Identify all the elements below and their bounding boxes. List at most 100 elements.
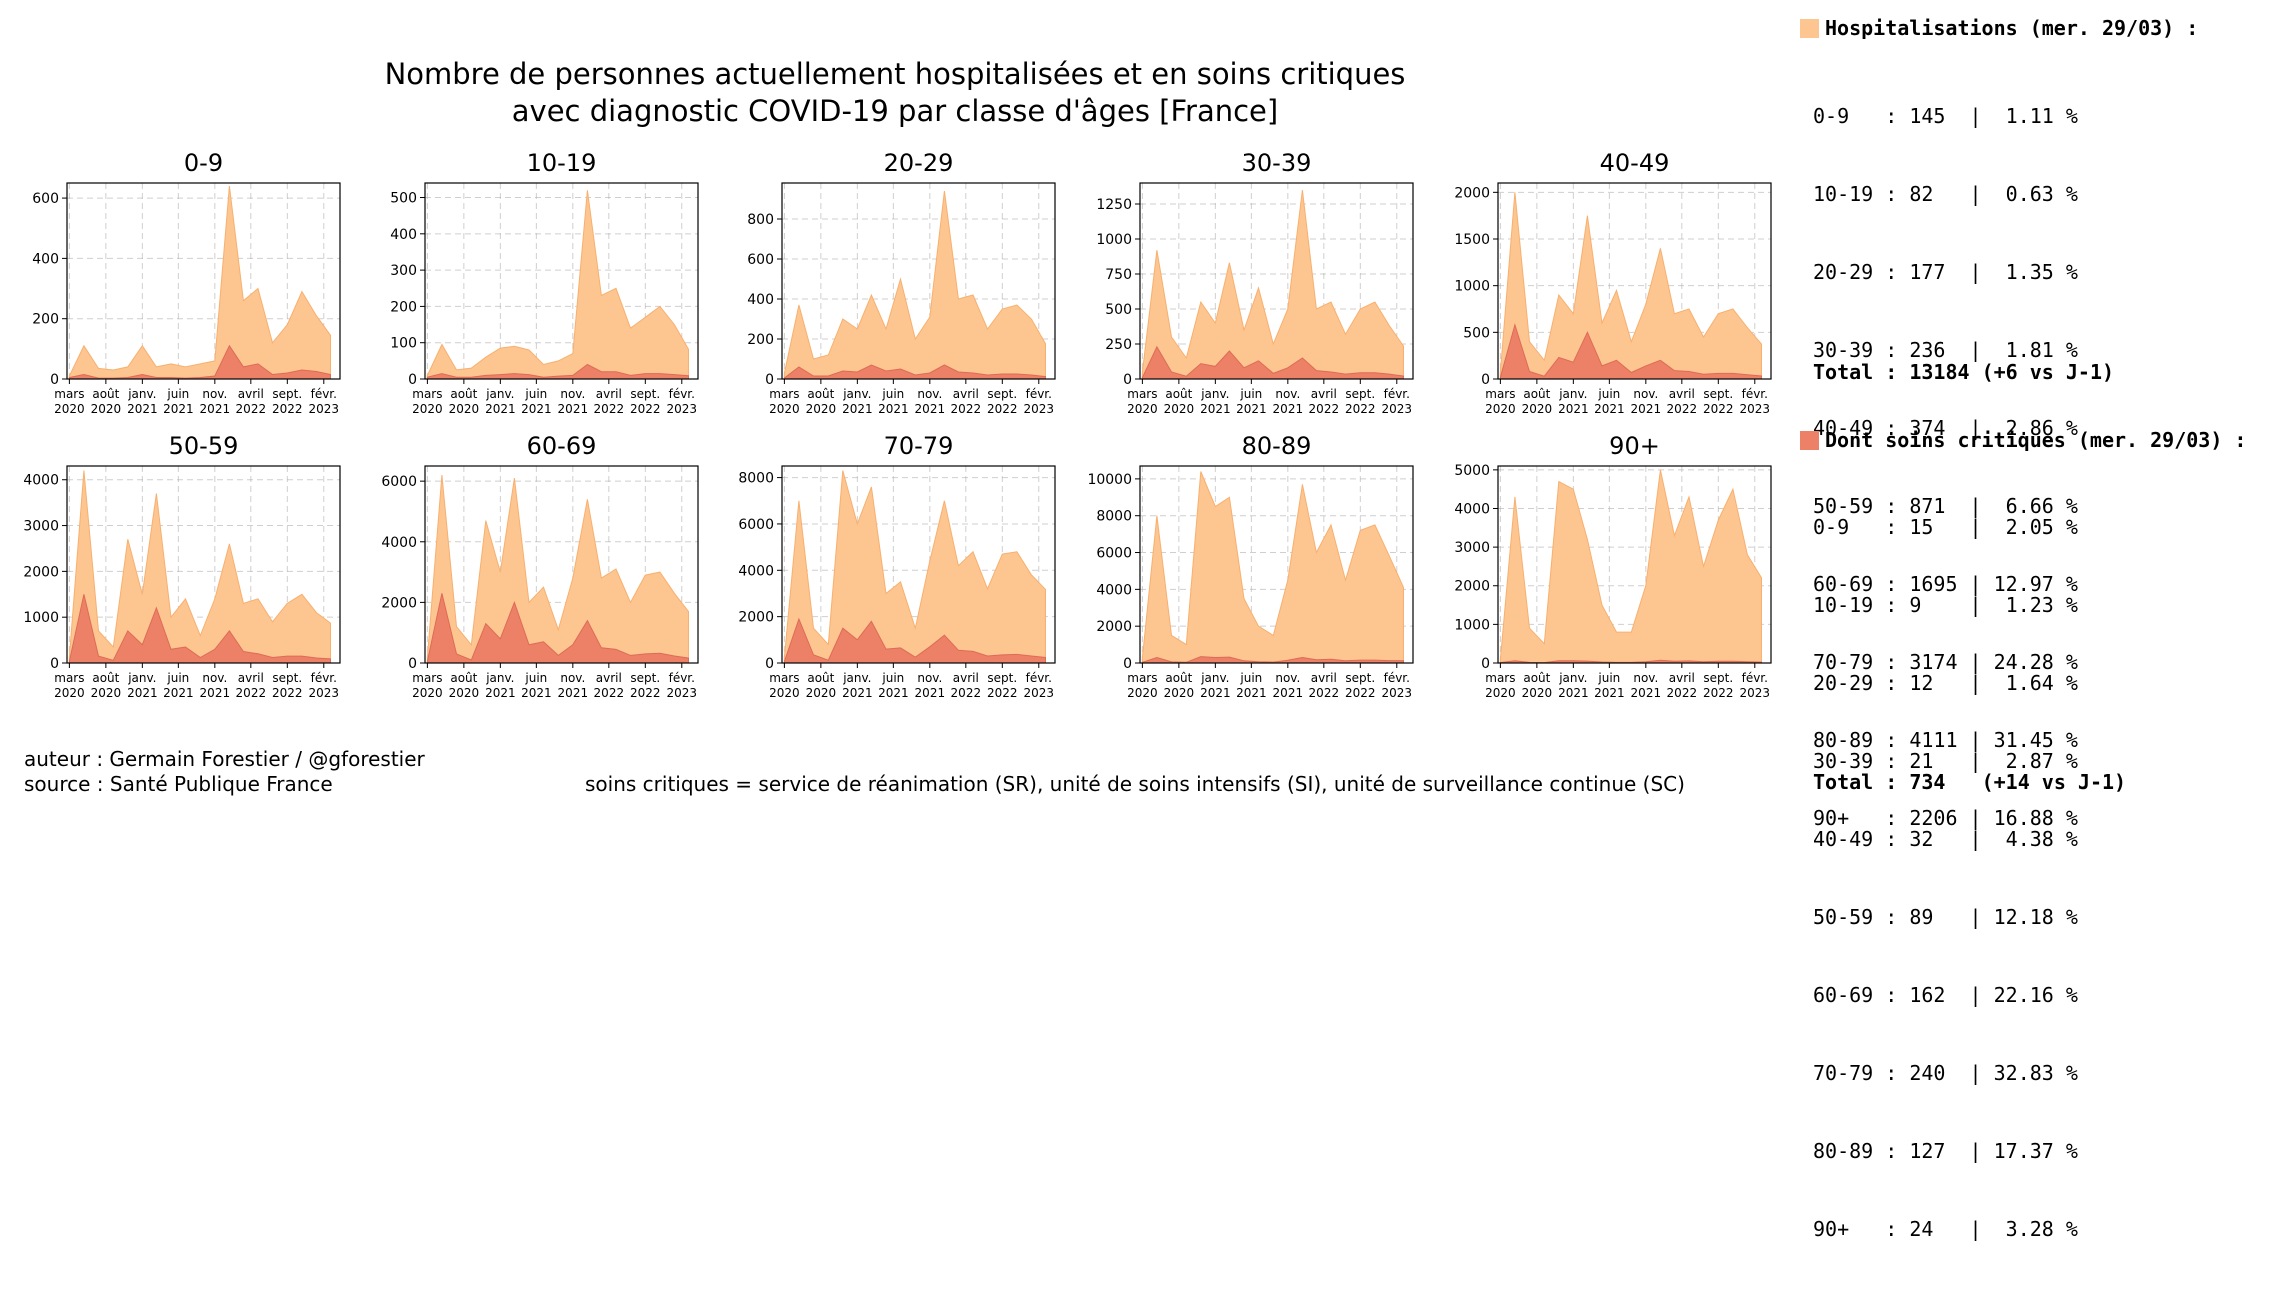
y-tick-label: 250: [1105, 337, 1132, 353]
crit-row: 20-29 : 12 | 1.64 %: [1813, 671, 2078, 695]
y-tick-label: 4000: [381, 535, 417, 551]
x-tick-label: mars: [769, 671, 799, 685]
plot-frame: [1139, 465, 1414, 664]
x-tick-label: sept.: [1703, 671, 1733, 685]
hosp-row: 20-29 : 177 | 1.35 %: [1813, 260, 2078, 284]
x-tick-label: sept.: [987, 387, 1017, 401]
x-tick-label: 2021: [127, 402, 158, 416]
crit-header-text: Dont soins critiques (mer. 29/03) :: [1825, 428, 2247, 452]
plot-frame: [1497, 465, 1772, 664]
x-tick-label: 2020: [1485, 402, 1516, 416]
hosp-row: 10-19 : 82 | 0.63 %: [1813, 182, 2078, 206]
x-tick-label: avril: [596, 387, 622, 401]
x-tick-label: 2022: [1309, 686, 1340, 700]
x-tick-label: avril: [1311, 671, 1337, 685]
y-tick-label: 1000: [1454, 617, 1490, 633]
y-tick-label: 5000: [1454, 463, 1490, 479]
panel-title: 70-79: [884, 432, 954, 460]
x-tick-label: mars: [769, 387, 799, 401]
x-tick-label: juin: [1597, 671, 1620, 685]
x-tick-label: janv.: [485, 671, 514, 685]
x-tick-label: 2020: [769, 402, 800, 416]
x-tick-label: 2020: [91, 402, 122, 416]
y-tick-label: 0: [1481, 656, 1490, 672]
x-tick-label: mars: [1127, 671, 1157, 685]
x-tick-label: 2021: [558, 402, 589, 416]
x-tick-label: janv.: [127, 671, 156, 685]
x-tick-label: 2020: [1485, 686, 1516, 700]
y-tick-label: 1000: [23, 610, 59, 626]
x-tick-label: 2022: [1345, 402, 1376, 416]
x-tick-label: 2020: [1522, 402, 1553, 416]
x-tick-label: juin: [1239, 387, 1262, 401]
y-tick-label: 300: [390, 263, 417, 279]
hosp-rows: 0-9 : 145 | 1.11 % 10-19 : 82 | 0.63 % 2…: [1813, 53, 2078, 881]
y-tick-label: 0: [50, 656, 59, 672]
x-tick-label: 2022: [236, 402, 267, 416]
main-title-line2: avec diagnostic COVID-19 par classe d'âg…: [511, 94, 1279, 128]
critical-care-area: [426, 593, 690, 664]
x-tick-label: 2023: [667, 686, 698, 700]
critical-care-area: [783, 617, 1047, 664]
hosp-legend-header: Hospitalisations (mer. 29/03) :: [1800, 16, 2198, 40]
x-tick-label: avril: [1669, 387, 1695, 401]
crit-row: 60-69 : 162 | 22.16 %: [1813, 983, 2078, 1007]
x-tick-label: juin: [881, 387, 904, 401]
x-tick-label: 2021: [1594, 402, 1625, 416]
x-tick-label: nov.: [1633, 387, 1658, 401]
x-tick-label: 2021: [200, 686, 231, 700]
x-tick-label: juin: [1239, 671, 1262, 685]
x-tick-label: 2023: [1024, 686, 1055, 700]
x-tick-label: 2021: [1273, 402, 1304, 416]
y-tick-label: 2000: [1096, 619, 1132, 635]
y-tick-label: 6000: [381, 474, 417, 490]
y-tick-label: 2000: [23, 564, 59, 580]
x-tick-label: mars: [1127, 387, 1157, 401]
x-tick-label: janv.: [1558, 387, 1587, 401]
x-tick-label: nov.: [917, 671, 942, 685]
x-tick-label: 2020: [806, 402, 837, 416]
x-tick-label: 2020: [449, 686, 480, 700]
x-tick-label: nov.: [917, 387, 942, 401]
crit-total: Total : 734 (+14 vs J-1): [1813, 770, 2127, 794]
plot-frame: [1139, 182, 1414, 380]
y-tick-label: 2000: [381, 595, 417, 611]
crit-row: 40-49 : 32 | 4.38 %: [1813, 827, 2078, 851]
critical-care-note: soins critiques = service de réanimation…: [585, 772, 1685, 796]
x-tick-label: 2020: [1522, 686, 1553, 700]
y-tick-label: 200: [390, 299, 417, 315]
x-tick-label: 2021: [878, 402, 909, 416]
x-tick-label: févr.: [1384, 387, 1410, 401]
x-tick-label: juin: [166, 671, 189, 685]
y-tick-label: 500: [390, 191, 417, 207]
panel-title: 50-59: [169, 432, 239, 460]
hospitalisations-area: [426, 190, 690, 380]
x-tick-label: févr.: [311, 387, 337, 401]
crit-row: 0-9 : 15 | 2.05 %: [1813, 515, 2078, 539]
x-tick-label: 2022: [1345, 686, 1376, 700]
panel-title: 0-9: [184, 149, 223, 177]
y-tick-label: 4000: [738, 563, 774, 579]
y-tick-label: 2000: [1454, 185, 1490, 201]
x-tick-label: mars: [1485, 387, 1515, 401]
x-tick-label: 2020: [54, 402, 85, 416]
y-tick-label: 1500: [1454, 232, 1490, 248]
x-tick-label: 2022: [1703, 686, 1734, 700]
x-tick-label: 2023: [1740, 686, 1771, 700]
x-tick-label: 2020: [1164, 402, 1195, 416]
x-tick-label: 2020: [769, 686, 800, 700]
x-tick-label: 2022: [987, 686, 1018, 700]
x-tick-label: août: [1523, 671, 1550, 685]
x-tick-label: 2021: [1236, 402, 1267, 416]
x-tick-label: août: [807, 671, 834, 685]
main-title-line1: Nombre de personnes actuellement hospita…: [384, 57, 1406, 91]
x-tick-label: 2022: [951, 402, 982, 416]
author-credit: auteur : Germain Forestier / @gforestier: [24, 747, 425, 771]
y-tick-label: 400: [390, 227, 417, 243]
x-tick-label: 2023: [1740, 402, 1771, 416]
x-tick-label: janv.: [842, 671, 871, 685]
hosp-row: 60-69 : 1695 | 12.97 %: [1813, 572, 2078, 596]
x-tick-label: mars: [54, 387, 84, 401]
y-tick-label: 10000: [1087, 472, 1132, 488]
x-tick-label: 2021: [842, 402, 873, 416]
